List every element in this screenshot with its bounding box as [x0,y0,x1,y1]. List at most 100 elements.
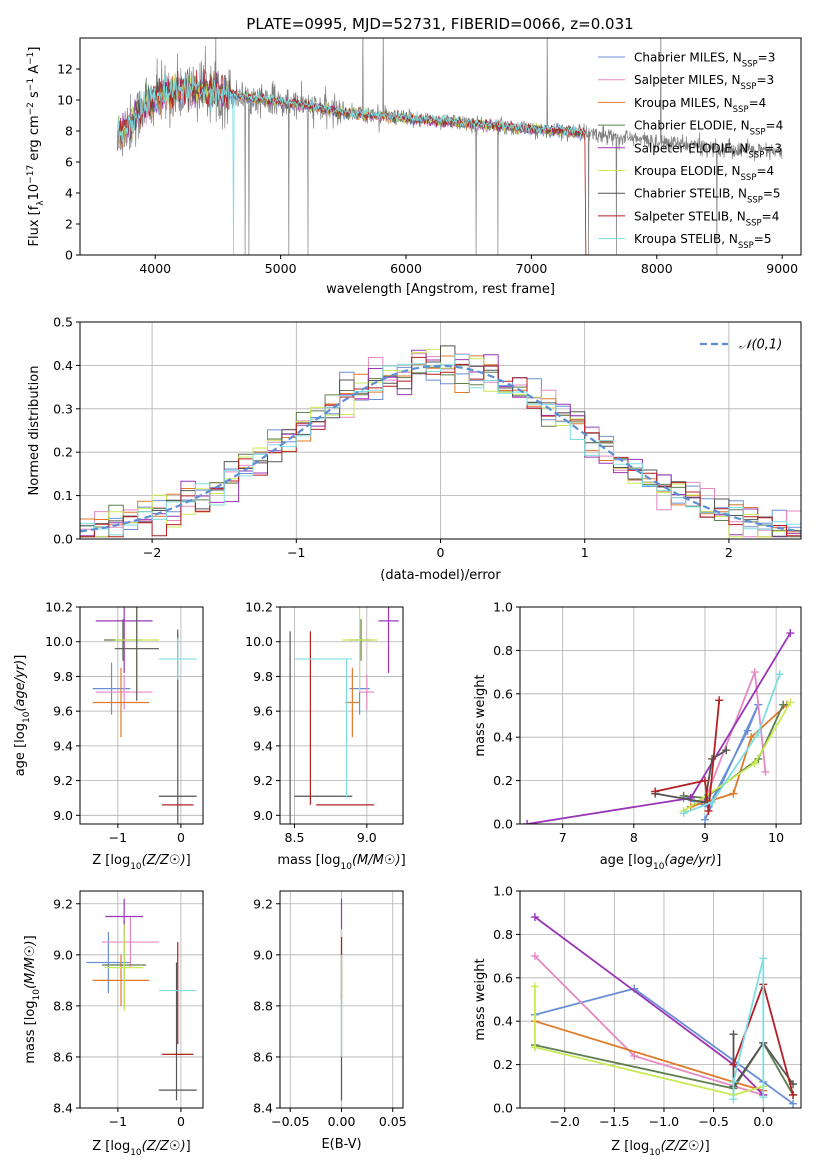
y-tick-label: 10.2 [45,600,73,615]
plot-area [530,913,798,1108]
plot-area [86,898,197,1101]
y-tick-label: 9.4 [53,738,73,753]
y-tick-label: 0.8 [493,927,513,942]
y-tick-label: 0.4 [53,358,73,373]
y-tick-label: 9.2 [53,896,73,911]
y-tick-label: 9.0 [253,808,273,823]
mass-weight-marker [704,806,713,815]
y-tick-label: 9.6 [253,704,273,719]
x-axis-label: Z [log10(Z/Z☉)] [92,1139,190,1158]
mass-weight-marker [729,1095,738,1104]
y-tick-label: 6 [65,155,73,170]
mass-weight-marker [750,759,759,768]
axes-frame [519,606,802,825]
x-tick-label: 0.0 [753,1114,773,1129]
x-axis-label: Z [log10(Z/Z☉)] [92,853,190,872]
x-tick-label: 0 [177,830,185,845]
mass-weight-marker [729,789,738,798]
x-tick-label: 4000 [139,261,171,276]
y-tick-label: 9.2 [53,773,73,788]
mass-weight-marker [530,982,539,991]
x-tick-label: 0.05 [379,1114,407,1129]
mass-weight-marker [722,746,731,755]
x-tick-label: −2.0 [550,1114,580,1129]
mass-weight-marker [761,767,770,776]
y-tick-label: 8.6 [253,1049,273,1064]
y-tick-label: 0.4 [493,1014,513,1029]
x-tick-label: 10 [768,830,784,845]
residual-histogram [80,356,801,538]
weight-vs-metallicity-panel: −2.0 −1.5 −1.0 −0.5 0.0 0.0 0.2 0.4 0.6 0.8 1.0 Z [… [473,884,802,1158]
y-tick-label: 0.6 [493,686,513,701]
mass-weight-marker [759,1093,768,1102]
y-tick-label: 0.1 [53,488,73,503]
mass-weight-marker [729,1077,738,1086]
y-tick-label: 12 [57,62,73,77]
x-tick-label: 0.00 [328,1114,356,1129]
mass-weight-marker [651,787,660,796]
y-tick-label: 0.8 [493,643,513,658]
y-axis-label: Normed distribution [27,366,42,496]
mass-weight-line [534,986,764,1096]
x-tick-label: 2 [725,545,733,560]
model-spectrum-line [117,73,586,255]
y-tick-label: 0.0 [53,532,73,547]
plot-area [92,607,197,824]
x-axis-label: mass [log10(M/M☉)] [277,853,405,872]
plot-area [523,629,795,824]
mass-weight-marker [775,670,784,679]
plot-area [80,345,801,538]
mass-weight-marker [530,1043,539,1052]
age-vs-metallicity-panel: −1 0 9.0 9.2 9.4 9.6 9.8 10.0 10.2 Z [log10(Z/Z☉)… [13,600,204,872]
mass-weight-line [732,1034,794,1090]
mass-weight-marker [779,700,788,709]
x-tick-label: 5000 [265,261,297,276]
weight-vs-age-panel: 7 8 9 10 0.0 0.2 0.4 0.6 0.8 1.0 age [log10(age/yr… [473,600,802,872]
mass-weight-marker [523,820,532,824]
y-tick-label: 0.0 [493,817,513,832]
y-tick-label: 0.3 [53,401,73,416]
y-tick-label: 9.8 [53,669,73,684]
y-tick-label: 8.8 [53,998,73,1013]
legend-entry: Salpeter STELIB, NSSP=4 [634,209,779,228]
y-tick-label: 4 [65,186,73,201]
y-tick-label: 0.0 [493,1101,513,1116]
legend-entry: Kroupa STELIB, NSSP=5 [634,232,772,251]
legend-entry: Chabrier STELIB, NSSP=5 [634,187,781,206]
mass-weight-marker [743,726,752,735]
y-tick-label: 9.6 [53,704,73,719]
mass-weight-marker [786,698,795,707]
mass-weight-marker [530,952,539,961]
axes-frame [519,890,802,1109]
y-axis-label: age [log10(age/yr)] [13,655,32,777]
x-tick-label: −0.5 [698,1114,728,1129]
mass-weight-marker [708,798,717,807]
mass-weight-marker [729,1030,738,1039]
y-tick-label: 9.0 [53,808,73,823]
axes-frame [79,890,204,1109]
mass-weight-line [526,632,792,824]
y-axis-label: Flux [fλ10−17 erg cm−2 s−1 A−1] [26,47,46,247]
x-tick-label: −1 [109,1114,127,1129]
mass-weight-line [683,673,781,814]
mass-weight-marker [759,954,768,963]
age-vs-mass-panel: 8.5 9.0 9.0 9.2 9.4 9.6 9.8 10.0 10.2 mass [log10… [245,600,406,873]
residual-histogram-panel: −2 −1 0 1 2 0.0 0.1 0.2 0.3 0.4 0.5 (data-model)/er… [27,315,802,583]
x-tick-label: −0.05 [271,1114,309,1129]
y-axis-label: mass weight [473,958,488,1040]
y-tick-label: 8.4 [253,1101,273,1116]
y-tick-label: 8 [65,124,73,139]
legend-entry: Salpeter ELODIE, NSSP=3 [634,141,782,160]
y-tick-label: 8.8 [253,998,273,1013]
residual-histogram [80,363,801,538]
legend-entry: Kroupa ELODIE, NSSP=4 [634,164,774,183]
x-tick-label: 9000 [766,261,798,276]
y-tick-label: 10 [57,93,73,108]
y-tick-label: 10.0 [45,634,73,649]
y-tick-label: 1.0 [493,600,513,615]
x-axis-label: Z [log10(Z/Z☉)] [611,1139,709,1158]
mass-weight-marker [747,733,756,742]
mass-weight-marker [754,728,763,737]
x-tick-label: 9 [701,830,709,845]
